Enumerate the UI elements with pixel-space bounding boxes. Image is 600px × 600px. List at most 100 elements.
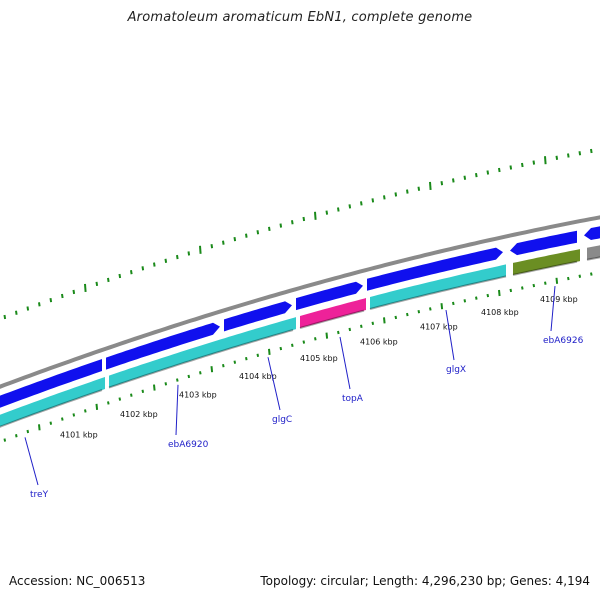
outer-tick	[176, 254, 179, 260]
gene-leader-line	[550, 286, 556, 332]
inner-tick	[268, 348, 271, 356]
inner-tick	[130, 393, 133, 397]
inner-tick	[233, 360, 237, 364]
outer-tick	[279, 223, 283, 228]
forward-cds-feature	[106, 322, 220, 370]
outer-tick	[371, 198, 375, 203]
gene-leader-line	[445, 310, 455, 361]
inner-tick	[337, 330, 340, 335]
inner-tick	[348, 327, 352, 332]
kbp-tick-label: 4105 kbp	[300, 354, 338, 363]
inner-tick	[84, 409, 87, 413]
outer-tick	[314, 211, 317, 220]
inner-tick	[325, 332, 329, 339]
forward-cds-feature	[510, 230, 577, 256]
inner-tick	[279, 346, 283, 351]
inner-tick	[452, 301, 455, 306]
forward-cds-feature	[296, 281, 363, 311]
inner-tick	[532, 283, 536, 288]
outer-tick	[199, 245, 202, 254]
inner-tick	[199, 371, 202, 375]
outer-tick	[429, 181, 432, 191]
forward-cds-feature	[584, 226, 600, 240]
outer-tick	[486, 170, 490, 175]
accession-text: Accession: NC_006513	[9, 574, 146, 588]
gene-label: glgX	[446, 365, 466, 375]
inner-tick	[383, 317, 386, 324]
outer-tick	[406, 189, 409, 194]
kbp-tick-label: 4106 kbp	[360, 338, 398, 347]
outer-tick	[153, 262, 156, 267]
genome-title: Aromatoleum aromaticum EbN1, complete ge…	[127, 10, 473, 25]
outer-tick	[245, 233, 248, 238]
gene-leader-line	[24, 437, 39, 486]
gene-label: ebA6920	[168, 440, 209, 450]
outer-tick	[141, 266, 145, 271]
kbp-tick-label: 4108 kbp	[481, 308, 519, 317]
outer-tick	[302, 216, 306, 222]
inner-tick	[578, 274, 582, 278]
outer-tick	[256, 230, 260, 235]
inner-tick	[463, 299, 467, 303]
outer-tick	[337, 207, 340, 212]
backbone-line	[0, 215, 600, 389]
inner-tick	[49, 421, 53, 425]
forward-cds-feature	[367, 247, 503, 291]
inner-tick	[302, 340, 306, 344]
inner-tick	[521, 286, 524, 290]
inner-tick	[15, 434, 18, 438]
gene-label: ebA6926	[543, 336, 584, 346]
inner-tick	[210, 366, 214, 373]
feature-edge	[512, 260, 578, 276]
inner-tick	[176, 378, 179, 382]
feature-edge	[108, 329, 294, 389]
reverse-cds-feature	[109, 317, 296, 388]
reverse-cds-feature	[513, 249, 580, 275]
inner-tick	[61, 417, 64, 421]
outer-tick	[498, 167, 501, 173]
outer-tick	[164, 258, 168, 263]
inner-tick	[141, 389, 145, 394]
gene-label: topA	[342, 394, 364, 404]
inner-tick	[417, 310, 421, 314]
outer-tick	[210, 244, 214, 249]
outer-tick	[61, 293, 64, 299]
outer-tick	[440, 181, 444, 186]
outer-tick	[567, 153, 570, 158]
inner-tick	[440, 303, 444, 310]
outer-tick	[590, 148, 593, 154]
outer-tick	[325, 210, 329, 215]
inner-tick	[429, 307, 432, 311]
outer-tick	[118, 273, 122, 279]
inner-tick	[107, 401, 110, 405]
kbp-tick-label: 4107 kbp	[420, 322, 458, 331]
outer-tick	[187, 251, 191, 256]
gene-leader-line	[175, 384, 179, 436]
feature-edge	[586, 256, 600, 261]
feature-edge	[299, 309, 365, 329]
inner-tick	[498, 289, 501, 297]
outer-tick	[532, 160, 536, 165]
forward-cds-feature	[0, 359, 102, 408]
inner-tick	[245, 357, 248, 361]
gene-label: glgC	[272, 415, 292, 425]
inner-tick	[475, 296, 478, 300]
inner-tick	[256, 353, 260, 357]
inner-tick	[371, 321, 375, 326]
outer-tick	[463, 175, 467, 180]
highlight-feature	[300, 298, 366, 328]
outer-tick	[360, 201, 363, 206]
reverse-cds-feature	[370, 264, 506, 309]
outer-tick	[544, 156, 547, 165]
inner-tick	[164, 382, 168, 386]
outer-tick	[15, 310, 18, 315]
feature-edge	[369, 275, 507, 310]
inner-tick	[38, 424, 41, 431]
inner-tick	[360, 324, 363, 329]
gene-leader-line	[267, 357, 281, 411]
outer-tick	[107, 277, 110, 283]
inner-tick	[222, 363, 225, 368]
outer-tick	[26, 306, 30, 311]
